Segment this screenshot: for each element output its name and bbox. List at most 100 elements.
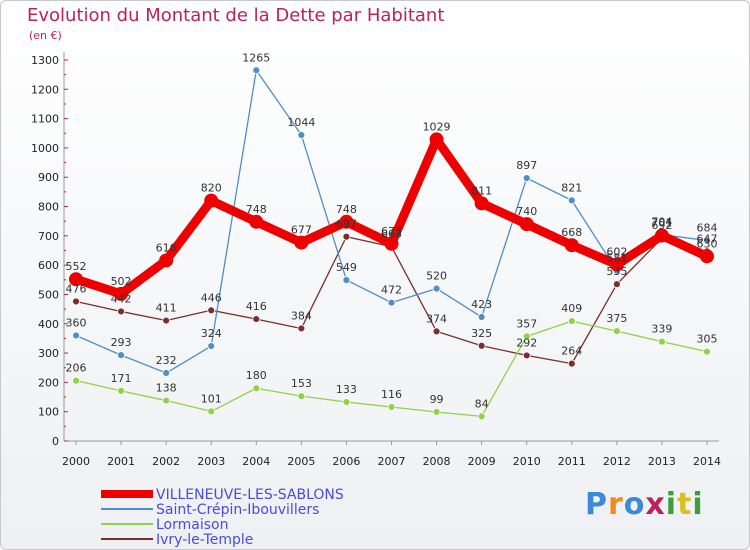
x-tick-label: 2012 — [603, 455, 631, 468]
data-point — [387, 403, 396, 411]
data-point — [252, 384, 261, 393]
data-label: 416 — [246, 300, 267, 313]
data-point — [384, 236, 399, 251]
data-label: 520 — [426, 270, 447, 283]
chart-subtitle: (en €) — [29, 29, 62, 42]
data-point — [612, 327, 621, 335]
data-point — [69, 272, 83, 287]
data-point — [204, 193, 219, 208]
y-tick-label: 800 — [38, 201, 59, 214]
data-label: 748 — [246, 203, 267, 216]
data-point — [658, 337, 666, 346]
data-label: 821 — [561, 181, 582, 194]
y-tick-label: 1200 — [31, 83, 59, 96]
data-label: 647 — [697, 232, 718, 245]
data-label: 668 — [561, 226, 582, 239]
data-point — [564, 238, 579, 253]
data-point — [162, 369, 171, 377]
data-label: 502 — [111, 275, 132, 288]
x-tick-label: 2004 — [242, 455, 270, 468]
data-point — [567, 317, 576, 326]
data-point — [297, 324, 306, 333]
y-tick-label: 600 — [38, 259, 59, 272]
chart-title: Evolution du Montant de la Dette par Hab… — [27, 5, 445, 26]
data-label: 339 — [651, 323, 672, 336]
x-tick-label: 2008 — [423, 455, 451, 468]
data-point — [342, 232, 351, 241]
legend-label: VILLENEUVE-LES-SABLONS — [156, 487, 344, 503]
x-tick-label: 2010 — [513, 455, 541, 468]
data-label: 374 — [426, 312, 447, 325]
data-label: 442 — [111, 292, 132, 305]
data-point — [567, 196, 576, 205]
data-label: 663 — [381, 228, 402, 241]
data-point — [342, 276, 351, 285]
data-point — [474, 196, 489, 211]
x-tick-label: 2001 — [107, 455, 135, 468]
data-label: 293 — [111, 336, 132, 349]
y-tick-label: 400 — [38, 318, 59, 331]
data-point — [612, 280, 621, 289]
y-tick-label: 0 — [52, 435, 59, 448]
data-label: 1265 — [242, 51, 270, 64]
data-label: 677 — [291, 224, 312, 237]
data-point — [72, 331, 80, 340]
data-point — [477, 313, 486, 321]
data-label: 684 — [697, 222, 718, 235]
legend-label: Saint-Crépin-Ibouvillers — [156, 502, 319, 518]
data-label: 692 — [651, 219, 672, 232]
data-label: 697 — [336, 218, 357, 231]
x-tick-label: 2000 — [62, 455, 90, 468]
data-point — [117, 307, 125, 316]
x-tick-label: 2002 — [152, 455, 180, 468]
data-label: 897 — [516, 159, 537, 172]
data-label: 423 — [471, 298, 492, 311]
data-point — [72, 297, 80, 306]
data-label: 206 — [66, 362, 87, 375]
data-label: 673 — [381, 225, 402, 238]
y-tick-label: 1100 — [31, 113, 59, 126]
x-tick-label: 2003 — [197, 455, 225, 468]
data-label: 133 — [336, 383, 357, 396]
x-tick-label: 2013 — [648, 455, 676, 468]
data-point — [432, 408, 441, 416]
data-point — [387, 298, 396, 307]
data-point — [252, 66, 261, 75]
data-label: 264 — [561, 345, 582, 358]
data-point — [432, 284, 441, 293]
data-point — [162, 316, 171, 325]
data-label: 704 — [651, 216, 672, 229]
data-label: 357 — [516, 317, 537, 330]
data-point — [432, 327, 441, 336]
data-label: 375 — [606, 312, 627, 325]
data-label: 324 — [201, 327, 222, 340]
data-label: 99 — [430, 393, 444, 406]
data-label: 472 — [381, 284, 402, 297]
data-point — [654, 228, 669, 243]
data-label: 384 — [291, 309, 312, 322]
x-tick-label: 2007 — [378, 455, 406, 468]
data-label: 740 — [516, 205, 537, 218]
data-label: 411 — [156, 302, 177, 315]
data-point — [252, 315, 261, 323]
data-point — [477, 412, 486, 421]
data-point — [342, 398, 351, 406]
data-label: 602 — [606, 246, 627, 259]
data-point — [703, 236, 711, 245]
data-point — [117, 351, 125, 360]
y-tick-label: 700 — [38, 230, 59, 243]
data-point — [207, 342, 216, 350]
data-label: 535 — [606, 265, 627, 278]
x-tick-label: 2014 — [693, 455, 721, 468]
y-tick-label: 300 — [38, 347, 59, 360]
data-label: 153 — [291, 377, 312, 390]
data-point — [429, 132, 444, 147]
y-tick-label: 900 — [38, 171, 59, 184]
data-point — [72, 376, 80, 385]
data-label: 476 — [66, 282, 87, 295]
y-tick-label: 100 — [38, 406, 59, 419]
data-label: 820 — [201, 182, 222, 195]
data-point — [294, 235, 309, 250]
data-point — [207, 407, 216, 416]
